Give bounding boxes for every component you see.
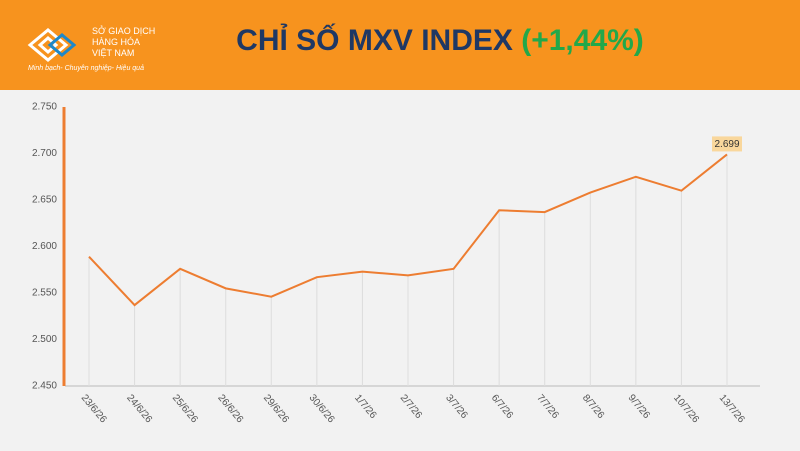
title: CHỈ SỐ MXV INDEX (+1,44%) bbox=[236, 23, 644, 57]
y-tick-label: 2.500 bbox=[32, 334, 57, 345]
y-tick-label: 2.700 bbox=[32, 148, 57, 159]
y-tick-label: 2.550 bbox=[32, 288, 57, 299]
y-tick-label: 2.650 bbox=[32, 195, 57, 206]
value-label-bg bbox=[712, 136, 742, 152]
logo-line: HÀNG HÓA bbox=[92, 37, 140, 47]
logo-line: VIỆT NAM bbox=[92, 48, 134, 58]
change: (+1,44%) bbox=[521, 24, 644, 57]
y-tick-label: 2.600 bbox=[32, 241, 57, 252]
chart-title: CHỈ SỐ MXV INDEX bbox=[236, 23, 513, 57]
line bbox=[88, 153, 728, 307]
y-tick-label: 2.750 bbox=[32, 102, 57, 113]
logo-line: SỞ GIAO DỊCH bbox=[92, 25, 155, 36]
header-band bbox=[0, 0, 800, 90]
logo-tagline: Minh bạch- Chuyên nghiệp- Hiệu quả bbox=[28, 64, 144, 72]
y-tick-label: 2.450 bbox=[32, 381, 57, 392]
logo bbox=[27, 28, 77, 62]
value-label: 2.699 bbox=[714, 139, 739, 150]
